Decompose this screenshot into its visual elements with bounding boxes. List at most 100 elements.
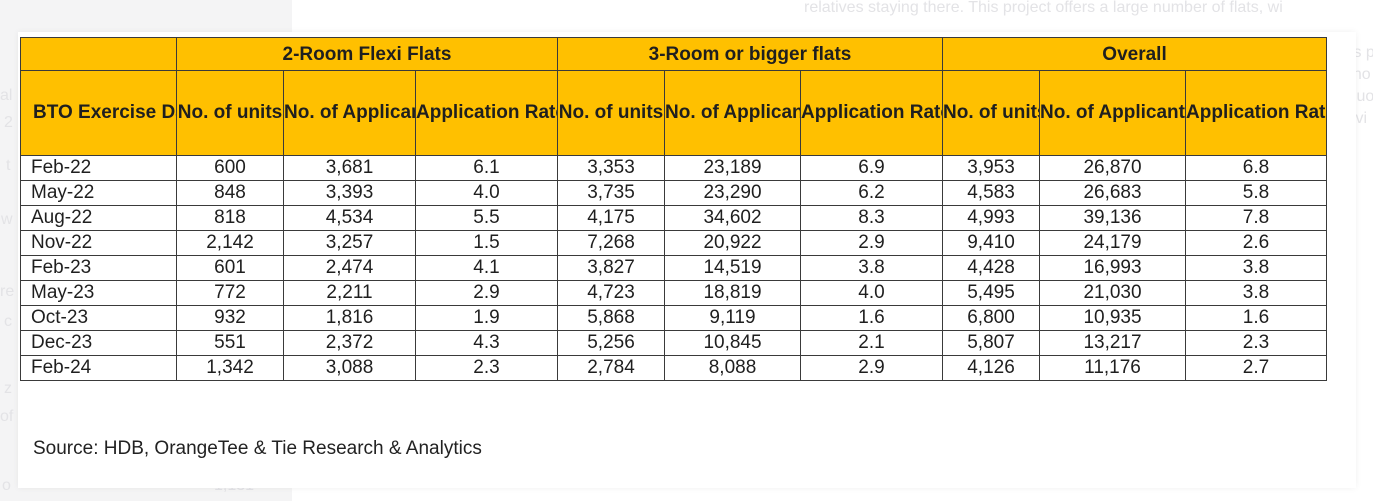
cell-value: 3.8 <box>1185 255 1328 281</box>
cell-date: Feb-23 <box>20 255 177 281</box>
cell-value: 9,119 <box>664 305 801 331</box>
group-header-2-room: 2-Room Flexi Flats <box>176 37 558 71</box>
cell-value: 11,176 <box>1039 355 1187 381</box>
cell-value: 20,922 <box>664 230 801 256</box>
cell-value: 3,393 <box>283 180 416 206</box>
background-text-left-1: al <box>0 87 13 104</box>
column-header-rate: Application Rate <box>415 70 558 156</box>
sub-header-row: BTO Exercise Date No. of units No. of Ap… <box>20 70 1328 156</box>
cell-value: 18,819 <box>664 280 801 306</box>
cell-value: 26,870 <box>1039 155 1187 181</box>
cell-value: 23,290 <box>664 180 801 206</box>
cell-date: Dec-23 <box>20 330 177 356</box>
cell-value: 4,723 <box>557 280 665 306</box>
cell-value: 3,257 <box>283 230 416 256</box>
cell-value: 6.9 <box>799 155 944 181</box>
column-header-applicants: No. of Applicants <box>664 70 801 156</box>
cell-value: 2.1 <box>799 330 944 356</box>
column-header-units: No. of units <box>557 70 665 156</box>
background-text-left-3: t <box>6 157 11 174</box>
cell-value: 1.9 <box>415 305 558 331</box>
cell-value: 2,142 <box>176 230 284 256</box>
cell-value: 4.3 <box>415 330 558 356</box>
cell-value: 6.8 <box>1185 155 1328 181</box>
cell-value: 2,474 <box>283 255 416 281</box>
cell-value: 1.5 <box>415 230 558 256</box>
cell-value: 818 <box>176 205 284 231</box>
cell-value: 2.3 <box>415 355 558 381</box>
cell-value: 5,495 <box>942 280 1041 306</box>
cell-value: 3,353 <box>557 155 665 181</box>
background-text-left-9: o <box>2 477 11 494</box>
cell-value: 2,211 <box>283 280 416 306</box>
cell-value: 848 <box>176 180 284 206</box>
table-row: May-23 772 2,211 2.9 4,723 18,819 4.0 5,… <box>20 280 1328 306</box>
background-text-left-2: 2 <box>4 114 13 131</box>
column-header-applicants: No. of Applicants <box>283 70 416 156</box>
cell-value: 3,953 <box>942 155 1041 181</box>
cell-value: 7,268 <box>557 230 665 256</box>
cell-date: Nov-22 <box>20 230 177 256</box>
table-row: Feb-24 1,342 3,088 2.3 2,784 8,088 2.9 4… <box>20 355 1328 381</box>
background-text-left-5: re <box>0 283 15 300</box>
column-header-applicants: No. of Applicants <box>1039 70 1187 156</box>
bto-application-table: 2-Room Flexi Flats 3-Room or bigger flat… <box>20 37 1328 381</box>
cell-value: 551 <box>176 330 284 356</box>
cell-value: 772 <box>176 280 284 306</box>
cell-value: 4.1 <box>415 255 558 281</box>
cell-value: 9,410 <box>942 230 1041 256</box>
cell-value: 13,217 <box>1039 330 1187 356</box>
cell-date: Aug-22 <box>20 205 177 231</box>
cell-value: 5,807 <box>942 330 1041 356</box>
cell-value: 16,993 <box>1039 255 1187 281</box>
cell-value: 5.5 <box>415 205 558 231</box>
cell-value: 23,189 <box>664 155 801 181</box>
table-row: Feb-22 600 3,681 6.1 3,353 23,189 6.9 3,… <box>20 155 1328 181</box>
cell-value: 6,800 <box>942 305 1041 331</box>
cell-value: 34,602 <box>664 205 801 231</box>
cell-value: 24,179 <box>1039 230 1187 256</box>
cell-value: 4,126 <box>942 355 1041 381</box>
cell-value: 5,256 <box>557 330 665 356</box>
cell-value: 2.3 <box>1185 330 1328 356</box>
blank-corner-cell <box>20 37 177 71</box>
cell-value: 4,428 <box>942 255 1041 281</box>
cell-value: 4,993 <box>942 205 1041 231</box>
cell-value: 14,519 <box>664 255 801 281</box>
background-text-left-4: w <box>1 211 13 228</box>
group-header-row: 2-Room Flexi Flats 3-Room or bigger flat… <box>20 37 1328 71</box>
cell-value: 2.9 <box>415 280 558 306</box>
cell-value: 8.3 <box>799 205 944 231</box>
cell-value: 1,816 <box>283 305 416 331</box>
cell-value: 2,784 <box>557 355 665 381</box>
cell-value: 6.2 <box>799 180 944 206</box>
cell-value: 601 <box>176 255 284 281</box>
table-row: Oct-23 932 1,816 1.9 5,868 9,119 1.6 6,8… <box>20 305 1328 331</box>
cell-date: Feb-22 <box>20 155 177 181</box>
cell-date: May-23 <box>20 280 177 306</box>
cell-value: 1.6 <box>799 305 944 331</box>
table-row: Feb-23 601 2,474 4.1 3,827 14,519 3.8 4,… <box>20 255 1328 281</box>
cell-value: 1,342 <box>176 355 284 381</box>
column-header-date: BTO Exercise Date <box>20 70 177 156</box>
column-header-units: No. of units <box>176 70 284 156</box>
column-header-rate: Application Rate <box>1185 70 1328 156</box>
background-text-left-8: of <box>0 408 14 425</box>
cell-value: 932 <box>176 305 284 331</box>
cell-value: 3,827 <box>557 255 665 281</box>
cell-value: 2,372 <box>283 330 416 356</box>
cell-value: 21,030 <box>1039 280 1187 306</box>
cell-value: 4,175 <box>557 205 665 231</box>
cell-value: 3,088 <box>283 355 416 381</box>
cell-value: 7.8 <box>1185 205 1328 231</box>
background-text-left-7: z <box>4 380 12 397</box>
table-row: Nov-22 2,142 3,257 1.5 7,268 20,922 2.9 … <box>20 230 1328 256</box>
cell-value: 4,583 <box>942 180 1041 206</box>
cell-value: 39,136 <box>1039 205 1187 231</box>
cell-value: 2.6 <box>1185 230 1328 256</box>
group-header-overall: Overall <box>942 37 1328 71</box>
cell-value: 10,845 <box>664 330 801 356</box>
cell-value: 4.0 <box>415 180 558 206</box>
cell-value: 3,735 <box>557 180 665 206</box>
cell-value: 2.9 <box>799 230 944 256</box>
